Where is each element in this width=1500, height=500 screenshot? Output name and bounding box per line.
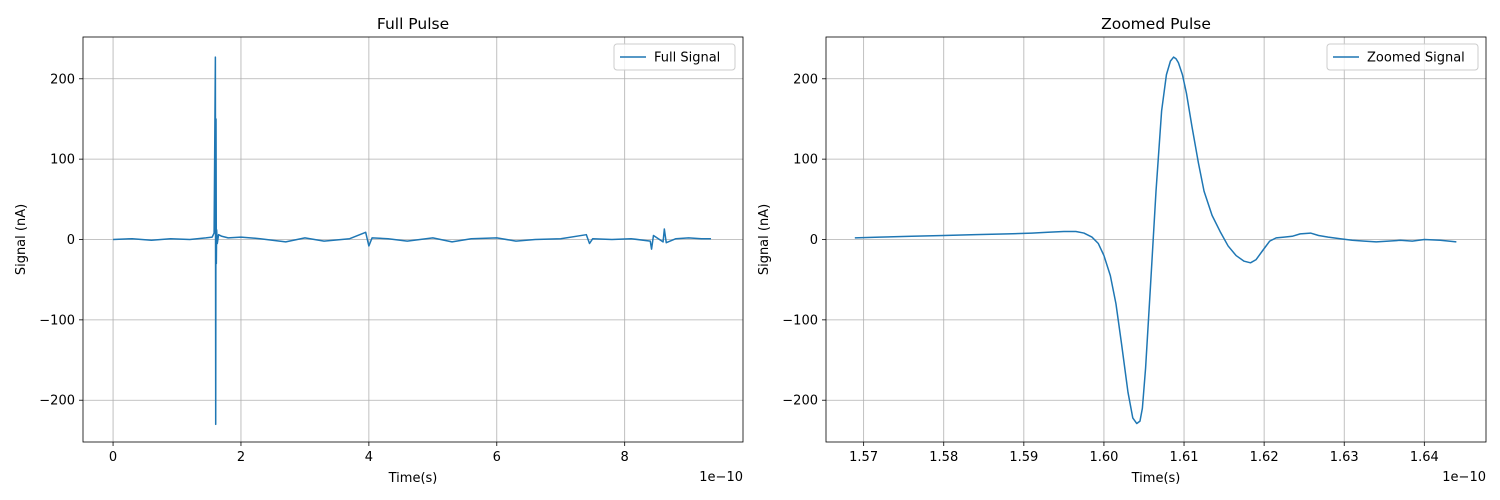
x-tick-label: 1.57 [849,450,878,465]
legend: Full Signal [613,43,736,71]
y-tick-label: 0 [810,233,818,248]
y-axis-label: Signal (nA) [14,204,29,275]
chart-title: Full Pulse [377,15,449,33]
legend-box [613,43,736,71]
y-tick-label: −200 [782,394,818,409]
x-offset-label: 1e−10 [1442,470,1486,485]
zoomed-pulse-chart: 1.57 1.58 1.59 1.60 1.61 1.62 1.63 1.64 −200 −100… [757,15,1487,486]
y-tick-label: 100 [793,153,818,168]
x-offset-label: 1e−10 [699,470,743,485]
legend: Zoomed Signal [1326,43,1479,71]
y-tick-label: 0 [67,233,75,248]
x-tick-label: 0 [109,450,117,465]
x-tick-label: 2 [237,450,245,465]
y-tick-label: −100 [39,313,75,328]
series-line-0 [113,56,712,426]
legend-label: Zoomed Signal [1367,51,1465,66]
y-tick-label: 200 [793,72,818,87]
x-tick-label: 4 [365,450,373,465]
x-tick-label: 6 [493,450,501,465]
y-tick-label: −200 [39,394,75,409]
y-tick-label: −100 [782,313,818,328]
x-tick-label: 1.63 [1330,450,1359,465]
legend-label: Full Signal [654,51,720,66]
x-tick-label: 1.59 [1009,450,1038,465]
legend-box [1326,43,1479,71]
x-tick-label: 1.58 [929,450,958,465]
full-pulse-chart: 0 2 4 6 8 −200 −100 0 100 200 1e−10 Full Pulse Time(… [14,15,744,486]
x-axis-label: Time(s) [388,471,438,486]
series-line-0 [854,56,1457,425]
x-tick-label: 1.64 [1410,450,1439,465]
y-tick-label: 200 [50,72,75,87]
x-tick-label: 8 [621,450,629,465]
y-tick-label: 100 [50,153,75,168]
x-tick-label: 1.60 [1089,450,1118,465]
y-axis-label: Signal (nA) [757,204,772,275]
chart-title: Zoomed Pulse [1101,15,1211,33]
x-tick-label: 1.62 [1250,450,1279,465]
x-axis-label: Time(s) [1131,471,1181,486]
x-tick-label: 1.61 [1170,450,1199,465]
